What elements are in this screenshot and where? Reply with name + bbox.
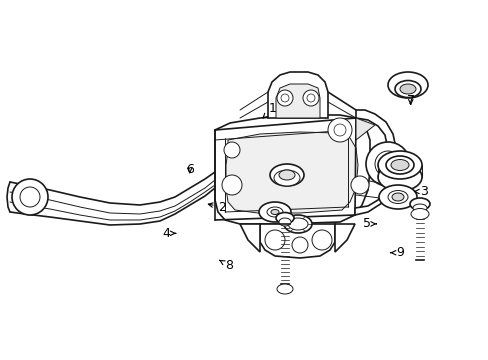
Text: 8: 8 — [219, 259, 232, 272]
Polygon shape — [267, 72, 327, 118]
Circle shape — [281, 94, 288, 102]
Ellipse shape — [412, 204, 426, 212]
Circle shape — [374, 151, 400, 177]
Ellipse shape — [399, 84, 415, 94]
Circle shape — [333, 124, 346, 136]
Polygon shape — [334, 224, 354, 252]
Ellipse shape — [273, 170, 299, 186]
Ellipse shape — [377, 163, 421, 191]
Circle shape — [12, 179, 48, 215]
Circle shape — [20, 187, 40, 207]
Ellipse shape — [410, 208, 428, 220]
Ellipse shape — [394, 81, 420, 98]
Polygon shape — [260, 224, 334, 258]
Ellipse shape — [279, 218, 290, 226]
Polygon shape — [240, 224, 260, 252]
Text: 3: 3 — [414, 185, 427, 198]
Polygon shape — [215, 115, 369, 224]
Circle shape — [303, 90, 318, 106]
Text: 7: 7 — [406, 94, 414, 107]
Ellipse shape — [387, 72, 427, 98]
Circle shape — [222, 175, 242, 195]
Polygon shape — [355, 118, 374, 140]
Circle shape — [291, 237, 307, 253]
Ellipse shape — [276, 284, 292, 294]
Circle shape — [264, 230, 285, 250]
Circle shape — [350, 176, 368, 194]
Text: 6: 6 — [185, 163, 193, 176]
Polygon shape — [275, 84, 319, 118]
Ellipse shape — [377, 151, 421, 179]
Ellipse shape — [409, 198, 429, 210]
Ellipse shape — [269, 164, 304, 186]
Ellipse shape — [279, 170, 294, 180]
Text: 9: 9 — [390, 246, 403, 259]
Circle shape — [311, 230, 331, 250]
Circle shape — [365, 142, 409, 186]
Ellipse shape — [284, 215, 311, 233]
Ellipse shape — [378, 185, 416, 209]
Circle shape — [224, 142, 240, 158]
Ellipse shape — [390, 159, 408, 171]
Text: 5: 5 — [362, 217, 376, 230]
Text: 4: 4 — [162, 227, 175, 240]
Ellipse shape — [287, 218, 307, 230]
Ellipse shape — [391, 193, 403, 201]
Ellipse shape — [275, 212, 293, 224]
Text: 1: 1 — [263, 102, 276, 118]
Circle shape — [327, 118, 351, 142]
Ellipse shape — [259, 202, 290, 222]
Ellipse shape — [266, 207, 283, 217]
Ellipse shape — [270, 210, 279, 215]
Circle shape — [306, 94, 314, 102]
Circle shape — [276, 90, 292, 106]
Ellipse shape — [385, 156, 413, 174]
Polygon shape — [354, 110, 395, 215]
Ellipse shape — [387, 190, 407, 203]
Text: 2: 2 — [208, 201, 226, 213]
Polygon shape — [225, 132, 357, 213]
